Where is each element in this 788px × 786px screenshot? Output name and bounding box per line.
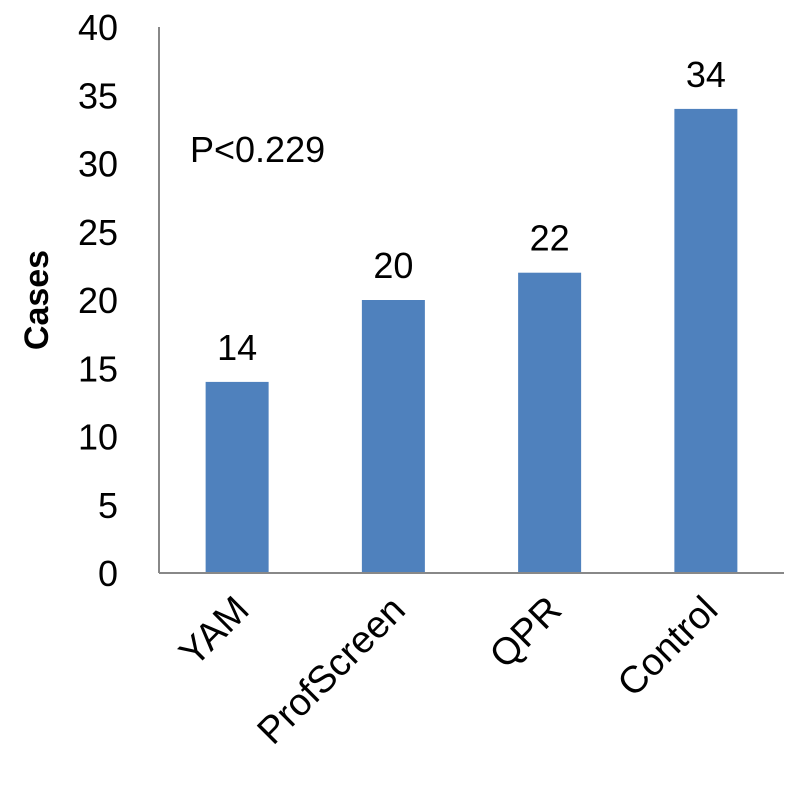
y-tick-label: 10 xyxy=(78,417,118,458)
x-tick-label: QPR xyxy=(482,589,570,677)
data-labels: 14 20 22 34 xyxy=(217,54,726,368)
data-label: 34 xyxy=(686,54,726,95)
y-tick-label: 40 xyxy=(78,7,118,48)
x-tick-label: ProfScreen xyxy=(250,589,414,753)
data-label: 20 xyxy=(373,245,413,286)
bars-group xyxy=(205,108,738,574)
bar xyxy=(361,300,425,573)
y-tick-label: 35 xyxy=(78,75,118,116)
y-tick-labels: 0 5 10 15 20 25 30 35 40 xyxy=(78,7,118,594)
data-label: 22 xyxy=(530,218,570,259)
bar xyxy=(518,272,582,573)
y-tick-label: 20 xyxy=(78,280,118,321)
bar xyxy=(674,108,738,574)
y-tick-label: 5 xyxy=(98,485,118,526)
y-tick-label: 30 xyxy=(78,144,118,185)
p-value-annotation: P<0.229 xyxy=(190,129,325,170)
y-tick-label: 25 xyxy=(78,212,118,253)
x-tick-label: Control xyxy=(610,589,726,705)
y-tick-label: 15 xyxy=(78,348,118,389)
y-tick-label: 0 xyxy=(98,553,118,594)
bar xyxy=(205,381,269,573)
data-label: 14 xyxy=(217,327,257,368)
y-axis-label: Cases xyxy=(18,250,56,350)
x-tick-label: YAM xyxy=(172,589,258,675)
